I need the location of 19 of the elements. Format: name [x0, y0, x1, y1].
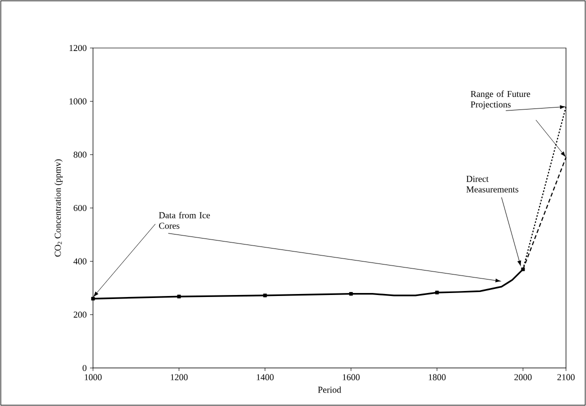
annotation: Range of Future Projections — [470, 90, 530, 110]
y-tick-label: 200 — [74, 312, 86, 318]
x-axis-title: Period — [318, 386, 342, 393]
y-tick-label: 1000 — [70, 98, 86, 104]
annotation: Direct Measurements — [466, 176, 518, 192]
x-tick-label: 1400 — [256, 374, 274, 380]
y-tick-label: 600 — [74, 204, 86, 212]
y-axis-title: CO$_{2}$ Concentration (ppmv) — [54, 159, 63, 257]
x-tick-label: 2100 — [557, 374, 575, 380]
x-tick-label: 1600 — [342, 374, 360, 380]
y-tick-label: 400 — [73, 258, 86, 264]
x-tick-label: 1800 — [428, 374, 446, 380]
x-tick-label: 1000 — [84, 374, 102, 380]
y-tick-label: 800 — [74, 152, 86, 158]
y-tick-label: 1200 — [70, 44, 86, 52]
y-tick-label: 0 — [82, 364, 86, 372]
x-tick-label: 2000 — [514, 374, 532, 380]
x-tick-label: 1200 — [170, 374, 188, 380]
annotation: Data from Ice Cores — [158, 212, 210, 229]
